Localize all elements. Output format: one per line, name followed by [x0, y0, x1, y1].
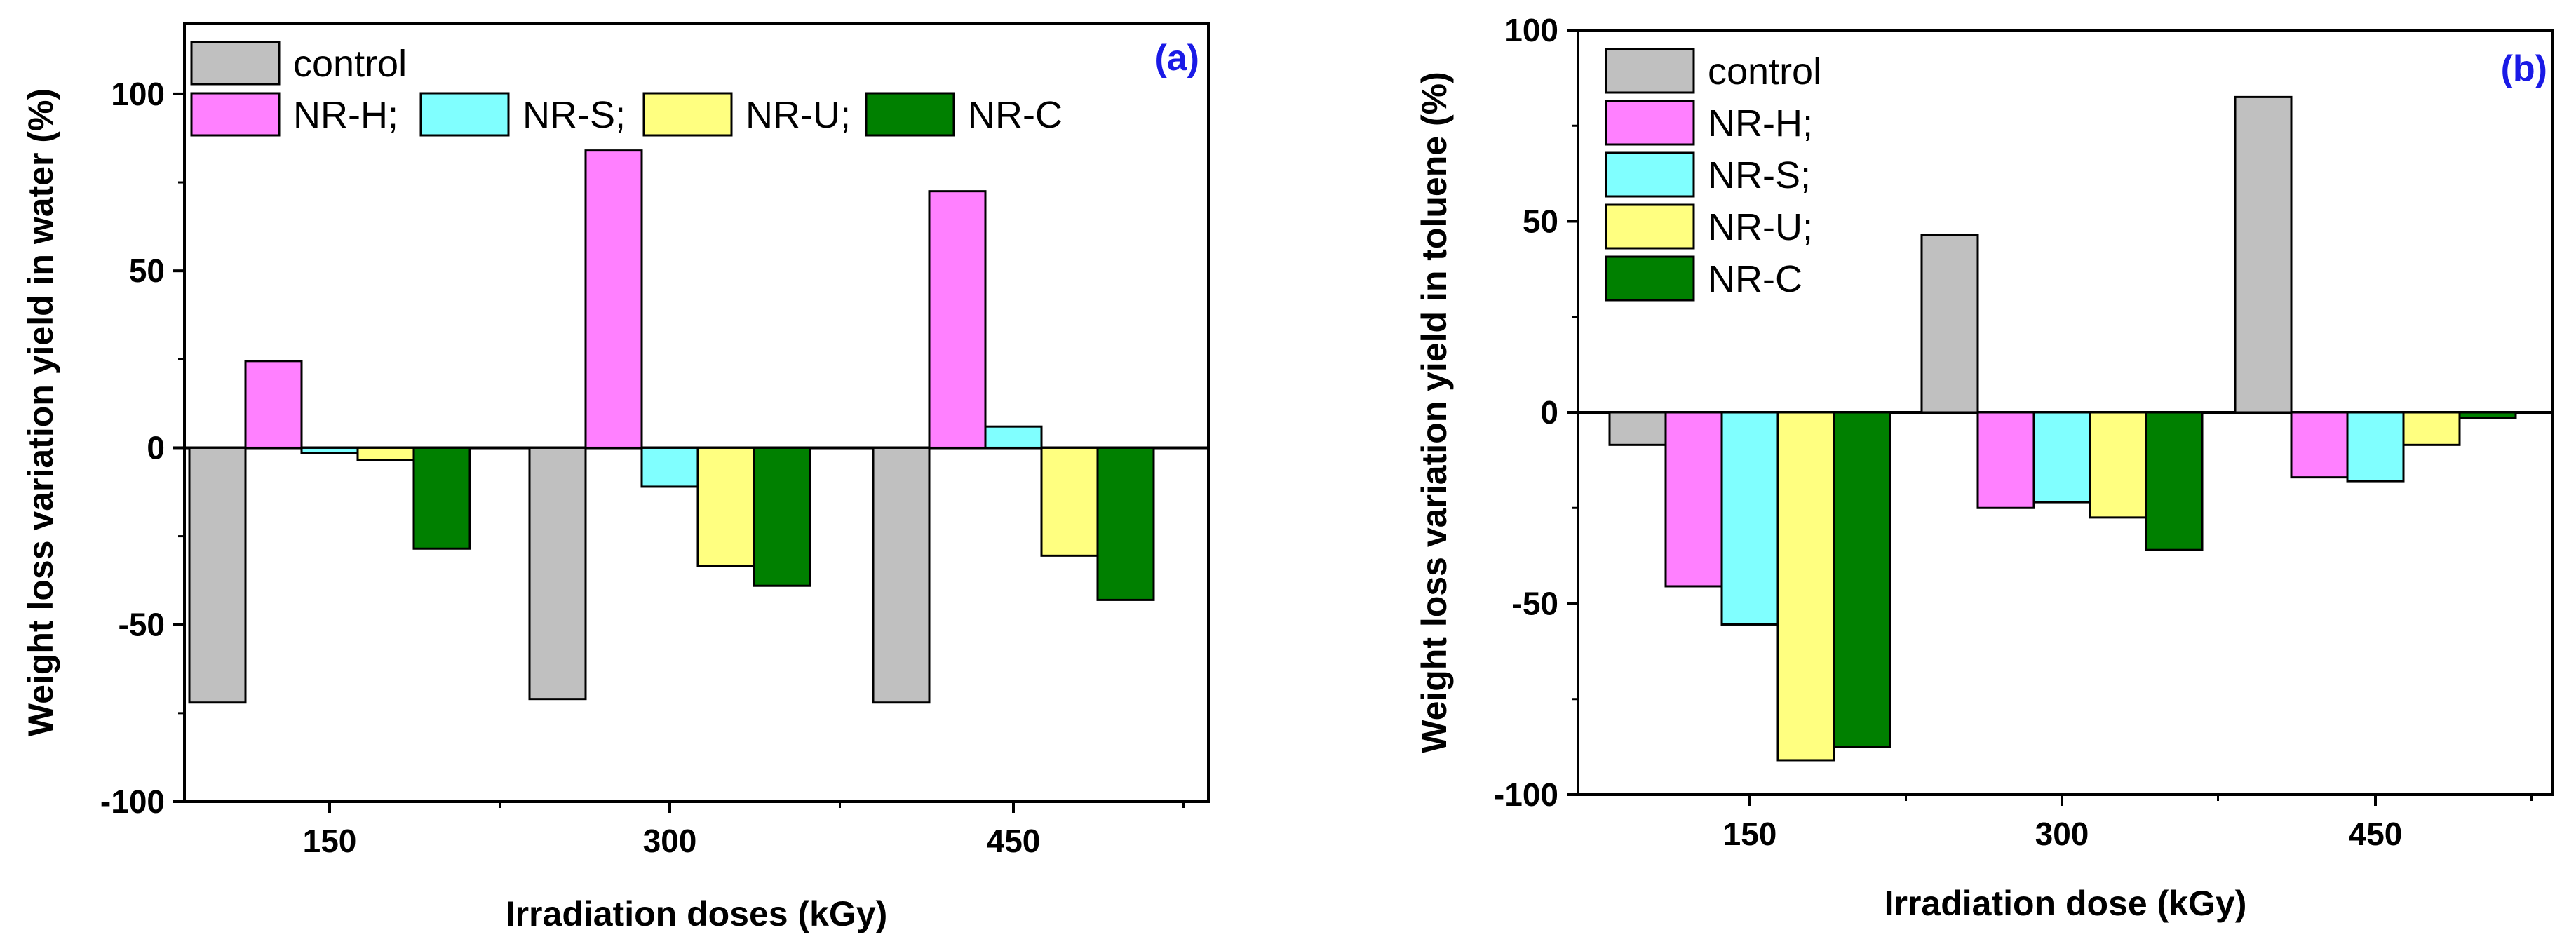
bar-control-300	[1920, 234, 1979, 414]
y-tick-label: 100	[1504, 12, 1558, 48]
bar-nru-150	[356, 446, 415, 461]
bar-control-150	[188, 446, 247, 704]
bar-control-150	[1608, 411, 1667, 446]
y-tick-label: -50	[1512, 586, 1558, 622]
chart-panel-b: -100 -50 0 50 100 150 300 450 Irradiation dose…	[1415, 12, 2554, 923]
legend: control NR-H; NR-S; NR-U; NR-C	[190, 41, 1063, 137]
bar-nrs-150	[1720, 411, 1779, 626]
legend-label: NR-S;	[1708, 154, 1811, 196]
legend-swatch	[190, 92, 281, 137]
legend-swatch	[1605, 255, 1695, 302]
legend-label: NR-U;	[746, 94, 851, 136]
legend-label: NR-C	[968, 94, 1063, 136]
legend-label: control	[1708, 50, 1821, 93]
bar-control-450	[2234, 95, 2293, 414]
bar-nrh-450	[2290, 411, 2349, 479]
legend-label: NR-U;	[1708, 206, 1813, 248]
bar-nru-450	[2402, 411, 2461, 446]
bar-control-450	[872, 446, 931, 704]
bar-nrs-450	[984, 425, 1043, 449]
bar-nrs-150	[300, 446, 359, 454]
legend-label: control	[293, 43, 407, 85]
legend-label: NR-C	[1708, 258, 1802, 300]
legend-label: NR-S;	[522, 94, 626, 136]
bar-nru-300	[2089, 411, 2147, 519]
legend-swatch	[1605, 151, 1695, 198]
bar-nrc-450	[2458, 411, 2517, 419]
y-tick-label: 100	[111, 76, 165, 112]
y-axis-title: Weight loss variation yield in toluene (…	[1415, 72, 1454, 753]
bar-nrh-450	[928, 190, 987, 449]
y-tick-label: -50	[119, 607, 165, 643]
bar-nrs-300	[640, 446, 699, 488]
plot-frame	[183, 22, 1210, 803]
y-tick-label: 50	[129, 252, 165, 289]
x-tick-label: 450	[2349, 816, 2403, 852]
bar-nru-450	[1040, 446, 1099, 557]
legend-swatch	[1605, 203, 1695, 250]
x-axis-title: Irradiation doses (kGy)	[506, 894, 888, 933]
y-tick-label: -100	[100, 783, 165, 820]
legend-swatch	[1605, 100, 1695, 146]
legend-label: NR-H;	[293, 94, 398, 136]
y-tick-label: 0	[1540, 394, 1558, 431]
bar-nrh-150	[1664, 411, 1723, 588]
x-tick-label: 150	[303, 823, 357, 859]
y-tick-label: 0	[147, 429, 165, 466]
bar-nrs-300	[2032, 411, 2091, 504]
legend-label: NR-H;	[1708, 102, 1813, 144]
y-tick-label: -100	[1494, 776, 1558, 813]
bar-nrc-150	[1833, 411, 1891, 748]
legend-swatch	[419, 92, 510, 137]
panel-label: (a)	[1154, 38, 1199, 79]
bar-nru-150	[1776, 411, 1835, 762]
x-axis-title: Irradiation dose (kGy)	[1884, 884, 2247, 923]
panel-label: (b)	[2501, 48, 2547, 89]
bar-nrh-150	[244, 360, 303, 449]
bar-nrc-300	[753, 446, 811, 587]
legend-swatch	[1605, 48, 1695, 94]
legend-swatch	[190, 41, 281, 86]
bar-nrc-300	[2145, 411, 2204, 551]
bar-nrs-450	[2346, 411, 2405, 483]
legend: control NR-H; NR-S; NR-U; NR-C	[1605, 48, 1821, 302]
bar-nrh-300	[584, 149, 643, 449]
bar-nrc-150	[412, 446, 471, 550]
bar-control-300	[528, 446, 587, 701]
x-tick-label: 300	[643, 823, 697, 859]
chart-panel-a: -100 -50 0 50 100 150 300 450 Irradiation dose…	[21, 22, 1210, 933]
legend-swatch	[865, 92, 955, 137]
bar-nrh-300	[1976, 411, 2035, 509]
x-tick-label: 150	[1723, 816, 1777, 852]
x-tick-label: 450	[987, 823, 1041, 859]
bar-nrc-450	[1096, 446, 1155, 601]
y-tick-label: 50	[1523, 203, 1558, 240]
legend-swatch	[642, 92, 733, 137]
x-tick-label: 300	[2035, 816, 2089, 852]
y-axis-title: Weight loss variation yield in water (%)	[21, 88, 60, 736]
bar-nru-300	[696, 446, 755, 567]
